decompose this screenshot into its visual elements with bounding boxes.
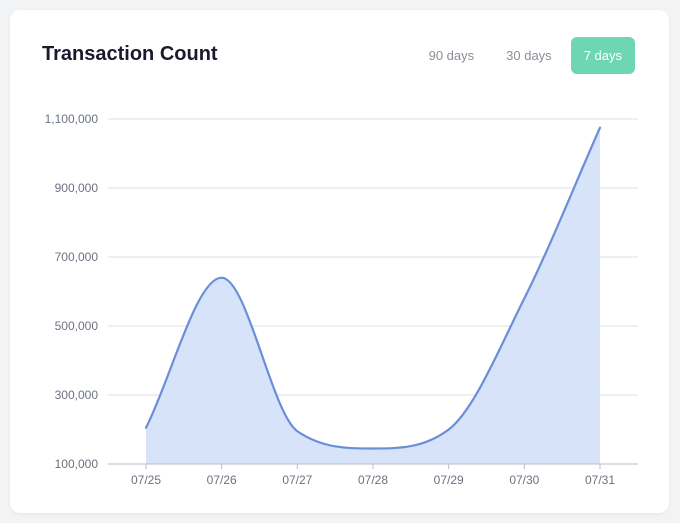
data-point	[294, 428, 300, 434]
series-line	[144, 126, 602, 450]
y-tick-label: 100,000	[55, 457, 99, 471]
y-tick-label: 500,000	[55, 319, 99, 333]
x-tick-label: 07/28	[358, 473, 388, 487]
data-point	[521, 295, 527, 301]
data-point	[446, 427, 452, 433]
data-point	[219, 275, 225, 281]
x-tick-label: 07/27	[282, 473, 312, 487]
y-tick-label: 700,000	[55, 250, 99, 264]
range-tab-30-days[interactable]: 30 days	[493, 37, 565, 74]
data-point	[597, 125, 603, 131]
x-tick-label: 07/31	[585, 473, 615, 487]
x-tick-label: 07/29	[434, 473, 464, 487]
data-point	[370, 445, 376, 451]
x-tick-label: 07/26	[207, 473, 237, 487]
data-point	[143, 425, 149, 431]
series-area	[146, 127, 600, 464]
range-selector: 90 days 30 days 7 days	[416, 37, 635, 74]
y-tick-label: 900,000	[55, 181, 99, 195]
y-tick-label: 300,000	[55, 388, 99, 402]
x-tick-label: 07/25	[131, 473, 161, 487]
range-tab-90-days[interactable]: 90 days	[416, 37, 488, 74]
y-tick-label: 1,100,000	[45, 112, 99, 126]
chart-title: Transaction Count	[42, 43, 218, 65]
range-tab-7-days[interactable]: 7 days	[570, 37, 635, 74]
x-tick-label: 07/30	[509, 473, 539, 487]
